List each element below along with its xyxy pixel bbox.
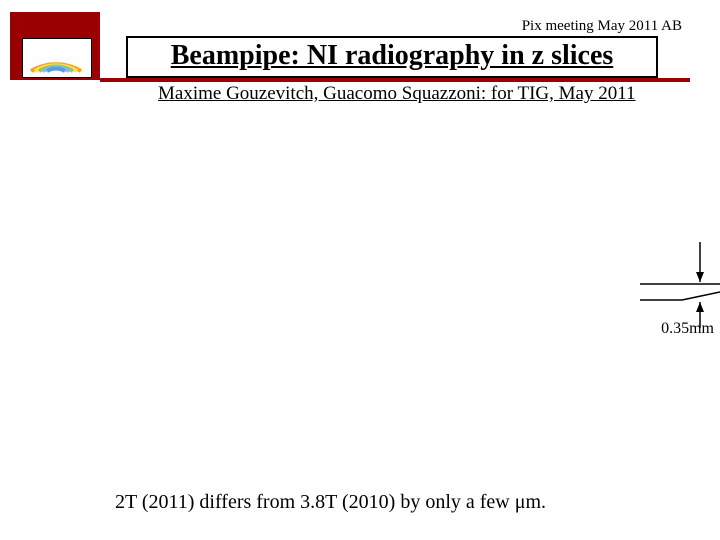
subtitle-text: Maxime Gouzevitch, Guacomo Squazzoni: fo…: [158, 83, 636, 105]
annotation-arrow: [640, 238, 720, 328]
title-box: Beampipe: NI radiography in z slices: [126, 36, 658, 78]
cms-logo: [22, 38, 92, 78]
header-meta-text: Pix meeting May 2011 AB: [522, 18, 682, 35]
annotation-label: 0.35mm: [661, 320, 714, 338]
cms-logo-svg: [27, 41, 87, 75]
footer-text: 2T (2011) differs from 3.8T (2010) by on…: [115, 491, 546, 514]
title-underline: [100, 78, 690, 82]
page-title: Beampipe: NI radiography in z slices: [171, 40, 614, 71]
